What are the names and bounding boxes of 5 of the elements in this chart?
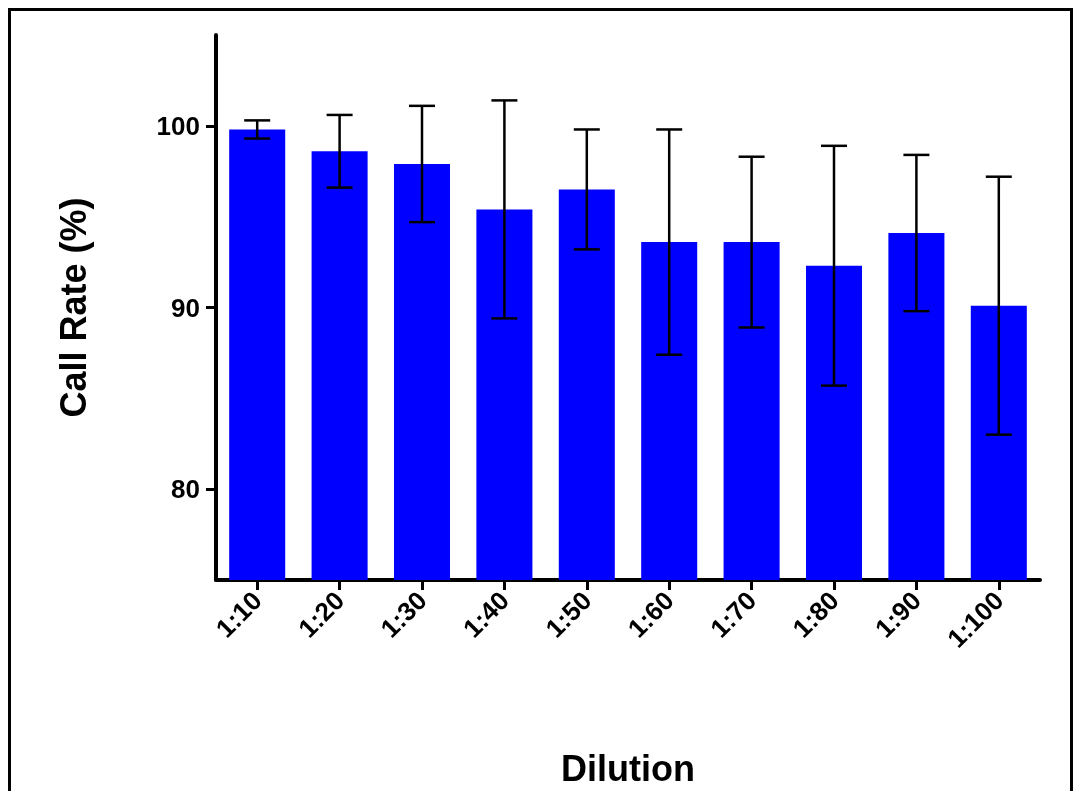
x-axis-title: Dilution [561,747,695,789]
y-tick-label: 100 [156,110,200,141]
y-tick-label: 90 [171,292,200,323]
y-axis-title: Call Rate (%) [52,197,94,418]
y-tick-label: 80 [171,474,200,505]
